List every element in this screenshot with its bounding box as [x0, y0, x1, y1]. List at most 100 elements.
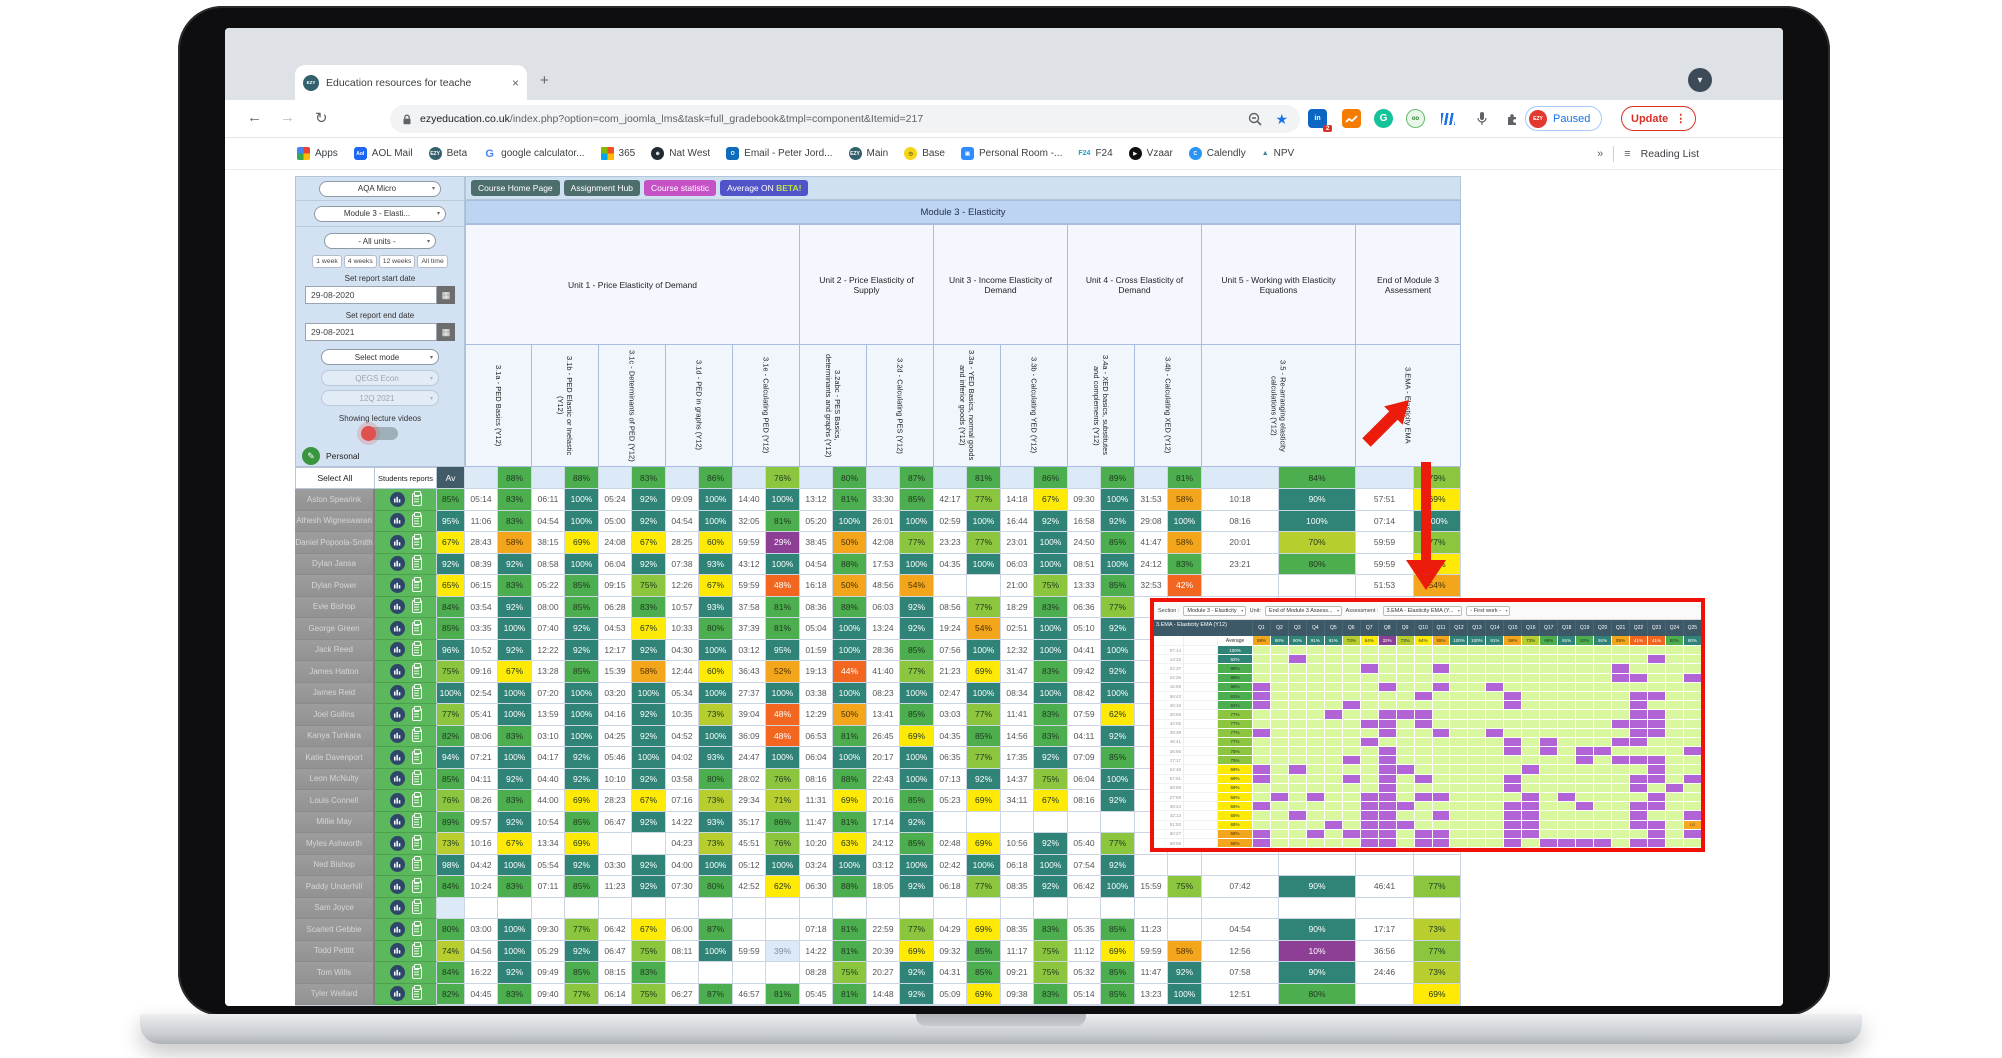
- inset-mark-cell[interactable]: [1467, 719, 1486, 729]
- score-cell[interactable]: 67%: [498, 833, 532, 855]
- student-name-cell[interactable]: Evie Bishop: [295, 596, 375, 618]
- score-cell[interactable]: 54%: [900, 575, 934, 597]
- inset-mark-cell[interactable]: [1449, 774, 1468, 784]
- score-cell[interactable]: 92%: [1101, 661, 1135, 683]
- inset-mark-cell[interactable]: [1521, 756, 1540, 766]
- inset-mark-cell[interactable]: [1305, 774, 1324, 784]
- score-cell[interactable]: 92%: [900, 962, 934, 984]
- inset-mark-cell[interactable]: [1503, 820, 1522, 830]
- inset-mark-cell[interactable]: [1323, 646, 1342, 656]
- inset-mark-cell[interactable]: [1341, 646, 1360, 656]
- inset-mark-cell[interactable]: [1305, 710, 1324, 720]
- score-cell[interactable]: 92%: [498, 768, 532, 790]
- inset-mark-cell[interactable]: [1646, 829, 1665, 839]
- score-cell[interactable]: 100%: [967, 682, 1001, 704]
- score-cell[interactable]: 100%: [498, 682, 532, 704]
- bookmark-nat-west[interactable]: ⊕ Nat West: [651, 147, 710, 160]
- inset-mark-cell[interactable]: [1305, 811, 1324, 821]
- inset-mark-cell[interactable]: [1359, 774, 1378, 784]
- score-cell[interactable]: 100%: [498, 919, 532, 941]
- score-cell[interactable]: 92%: [565, 639, 599, 661]
- inset-mark-cell[interactable]: [1413, 691, 1432, 702]
- score-cell[interactable]: [565, 897, 599, 919]
- inset-mark-cell[interactable]: [1269, 783, 1288, 793]
- inset-mark-cell[interactable]: [1575, 682, 1594, 692]
- student-report-icon[interactable]: [389, 943, 405, 959]
- score-cell[interactable]: 83%: [498, 790, 532, 812]
- inset-mark-cell[interactable]: [1664, 701, 1683, 711]
- inset-mark-cell[interactable]: [1629, 802, 1647, 812]
- inset-mark-cell[interactable]: [1557, 793, 1576, 803]
- inset-mark-cell[interactable]: [1413, 756, 1432, 766]
- inset-mark-cell[interactable]: [1593, 756, 1612, 766]
- inset-mark-cell[interactable]: [1575, 664, 1594, 674]
- inset-mark-cell[interactable]: [1377, 719, 1396, 729]
- score-cell[interactable]: 69%: [967, 790, 1001, 812]
- inset-mark-cell[interactable]: [1305, 664, 1324, 674]
- inset-mark-cell[interactable]: [1611, 701, 1630, 711]
- score-cell[interactable]: 83%: [1034, 596, 1068, 618]
- inset-mark-cell[interactable]: [1575, 838, 1594, 849]
- score-cell[interactable]: 81%: [766, 596, 800, 618]
- score-cell[interactable]: 100%: [699, 510, 733, 532]
- inset-mark-cell[interactable]: [1395, 664, 1414, 674]
- score-cell[interactable]: 77%: [967, 704, 1001, 726]
- inset-mark-cell[interactable]: [1431, 701, 1450, 711]
- inset-mark-cell[interactable]: [1467, 691, 1486, 702]
- inset-mark-cell[interactable]: [1359, 838, 1378, 849]
- inset-mark-cell[interactable]: [1629, 820, 1647, 830]
- inset-mark-cell[interactable]: [1467, 783, 1486, 793]
- score-cell[interactable]: 75%: [632, 940, 666, 962]
- inset-mark-cell[interactable]: [1521, 774, 1540, 784]
- inset-mark-cell[interactable]: [1323, 664, 1342, 674]
- score-cell[interactable]: 100%: [699, 725, 733, 747]
- score-cell[interactable]: 71%: [766, 790, 800, 812]
- score-cell[interactable]: 69%: [967, 833, 1001, 855]
- student-notes-icon[interactable]: [411, 813, 422, 829]
- inset-mark-cell[interactable]: [1646, 664, 1665, 674]
- inset-mark-cell[interactable]: [1557, 719, 1576, 729]
- inset-mark-cell[interactable]: [1485, 673, 1504, 683]
- inset-mark-cell[interactable]: [1503, 664, 1522, 674]
- inset-mark-cell[interactable]: [1557, 664, 1576, 674]
- inset-mark-cell[interactable]: [1646, 838, 1665, 849]
- inset-mark-cell[interactable]: [1664, 829, 1683, 839]
- score-cell[interactable]: 85%: [967, 962, 1001, 984]
- score-cell[interactable]: 83%: [498, 983, 532, 1005]
- score-cell[interactable]: 90%: [1279, 876, 1356, 898]
- inset-mark-cell[interactable]: [1323, 820, 1342, 830]
- inset-mark-cell[interactable]: [1305, 655, 1324, 665]
- menu-dots-icon[interactable]: ⋮: [1675, 113, 1687, 125]
- inset-mark-cell[interactable]: [1521, 829, 1540, 839]
- inset-mark-cell[interactable]: [1287, 682, 1306, 692]
- inset-mark-cell[interactable]: [1269, 673, 1288, 683]
- inset-mark-cell[interactable]: [1341, 802, 1360, 812]
- score-cell[interactable]: 83%: [632, 596, 666, 618]
- inset-mark-cell[interactable]: [1269, 664, 1288, 674]
- inset-mark-cell[interactable]: [1413, 793, 1432, 803]
- score-cell[interactable]: 92%: [565, 940, 599, 962]
- score-cell[interactable]: 75%: [1034, 768, 1068, 790]
- score-cell[interactable]: 77%: [967, 596, 1001, 618]
- score-cell[interactable]: 48%: [766, 575, 800, 597]
- score-cell[interactable]: [632, 833, 666, 855]
- inset-mark-cell[interactable]: [1377, 664, 1396, 674]
- score-cell[interactable]: 73%: [699, 704, 733, 726]
- inset-mark-cell[interactable]: [1593, 774, 1612, 784]
- inset-mark-cell[interactable]: [1305, 820, 1324, 830]
- inset-mark-cell[interactable]: [1575, 811, 1594, 821]
- inset-mark-cell[interactable]: [1323, 802, 1342, 812]
- bookmark-main[interactable]: EZY Main: [848, 147, 888, 160]
- inset-mark-cell[interactable]: [1557, 737, 1576, 748]
- inset-mark-cell[interactable]: [1646, 774, 1665, 784]
- student-report-icon[interactable]: [389, 620, 405, 636]
- inset-mark-cell[interactable]: [1323, 719, 1342, 729]
- inset-mark-cell[interactable]: [1485, 646, 1504, 656]
- score-cell[interactable]: 85%: [900, 704, 934, 726]
- inset-mark-cell[interactable]: [1377, 774, 1396, 784]
- inset-mark-cell[interactable]: [1467, 737, 1486, 748]
- inset-mark-cell[interactable]: [1431, 783, 1450, 793]
- score-cell[interactable]: 92%: [1034, 510, 1068, 532]
- score-cell[interactable]: 86%: [766, 811, 800, 833]
- score-cell[interactable]: 92%: [967, 768, 1001, 790]
